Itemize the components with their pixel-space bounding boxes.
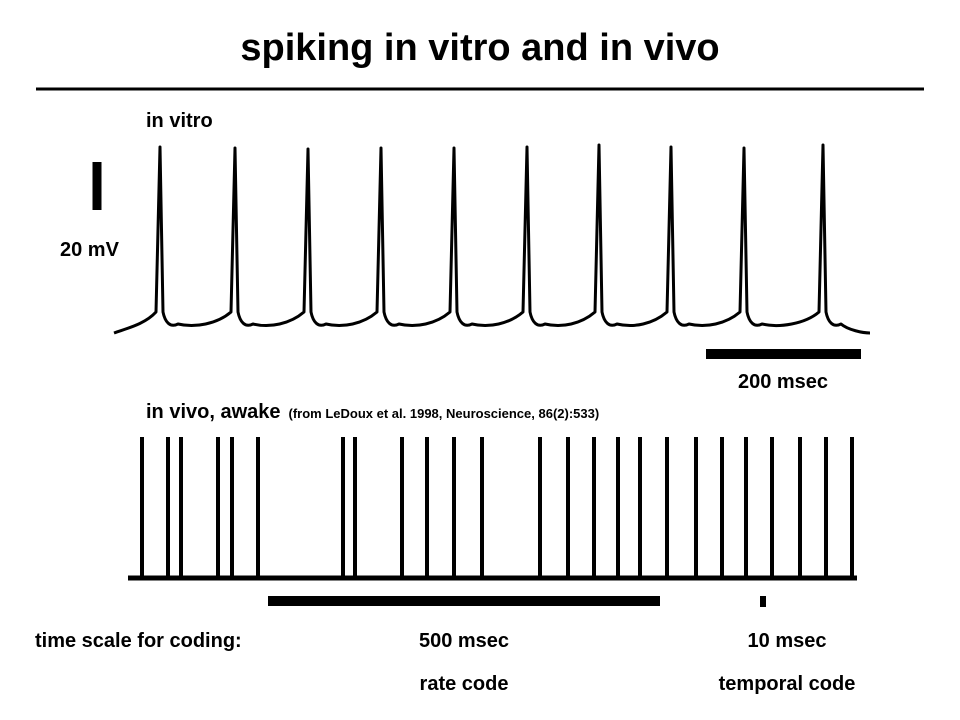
membrane-potential-trace [113,143,871,335]
coding-prompt: time scale for coding: [35,630,242,652]
coding-labels: time scale for coding: 500 msec rate cod… [35,630,855,695]
voltage-scale-label: 20 mV [60,239,120,261]
time-scale-label: 200 msec [738,371,828,393]
temporal-window-label: 10 msec [748,630,827,652]
slide-title: spiking in vitro and in vivo [240,27,719,69]
temporal-code-label: temporal code [719,673,856,695]
in-vivo-citation: (from LeDoux et al. 1998, Neuroscience, … [289,406,600,421]
in-vitro-label: in vitro [146,110,213,132]
in-vivo-heading: in vivo, awake (from LeDoux et al. 1998,… [146,401,599,423]
in-vivo-panel: in vivo, awake (from LeDoux et al. 1998,… [128,401,857,607]
in-vitro-panel: in vitro 20 mV 200 msec [60,110,871,393]
in-vivo-label: in vivo, awake [146,401,281,423]
spike-raster [140,437,854,578]
rate-window-label: 500 msec [419,630,509,652]
rate-code-label: rate code [420,673,509,695]
